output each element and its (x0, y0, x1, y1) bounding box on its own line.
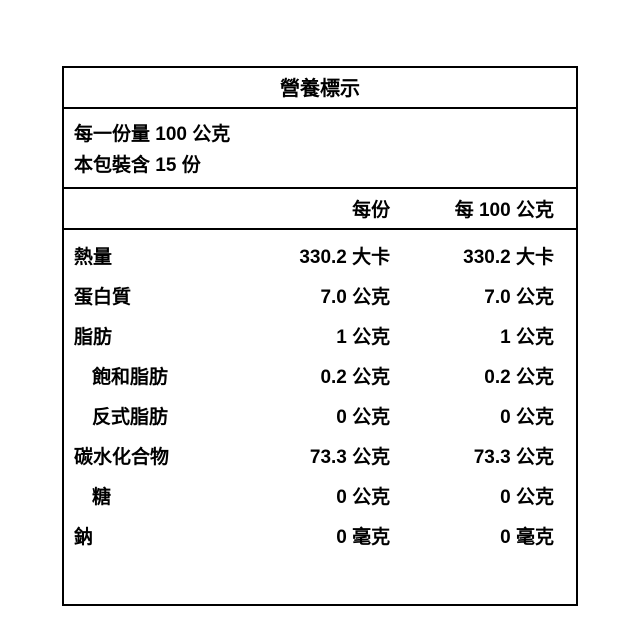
table-row: 飽和脂肪0.2 公克0.2 公克 (64, 358, 576, 398)
per-100g-value: 0 毫克 (412, 518, 576, 558)
panel-title: 營養標示 (64, 68, 576, 109)
per-100g-value: 0 公克 (412, 398, 576, 438)
per-100g-value: 1 公克 (412, 318, 576, 358)
serving-size-line: 每一份量 100 公克 (74, 119, 566, 146)
per-serving-value: 73.3 公克 (248, 438, 412, 478)
table-row: 蛋白質7.0 公克7.0 公克 (64, 278, 576, 318)
table-body: 熱量330.2 大卡330.2 大卡蛋白質7.0 公克7.0 公克脂肪1 公克1… (64, 230, 576, 558)
per-serving-value: 0 公克 (248, 478, 412, 518)
table-row: 鈉0 毫克0 毫克 (64, 518, 576, 558)
per-serving-value: 7.0 公克 (248, 278, 412, 318)
servings-per-pack-line: 本包裝含 15 份 (74, 150, 566, 177)
per-serving-value: 0.2 公克 (248, 358, 412, 398)
table-row: 糖0 公克0 公克 (64, 478, 576, 518)
nutrient-label: 反式脂肪 (64, 398, 248, 438)
table-row: 反式脂肪0 公克0 公克 (64, 398, 576, 438)
table-header: 每份 每 100 公克 (64, 189, 576, 230)
per-serving-value: 0 公克 (248, 398, 412, 438)
header-name (64, 195, 248, 222)
per-100g-value: 7.0 公克 (412, 278, 576, 318)
per-100g-value: 73.3 公克 (412, 438, 576, 478)
meta-block: 每一份量 100 公克 本包裝含 15 份 (64, 109, 576, 189)
per-100g-value: 0 公克 (412, 478, 576, 518)
table-row: 碳水化合物73.3 公克73.3 公克 (64, 438, 576, 478)
nutrient-label: 鈉 (64, 518, 248, 558)
nutrient-label: 蛋白質 (64, 278, 248, 318)
nutrient-label: 飽和脂肪 (64, 358, 248, 398)
header-per-serving: 每份 (248, 195, 412, 222)
nutrient-label: 糖 (64, 478, 248, 518)
per-serving-value: 1 公克 (248, 318, 412, 358)
per-serving-value: 330.2 大卡 (248, 238, 412, 278)
per-100g-value: 330.2 大卡 (412, 238, 576, 278)
nutrient-label: 熱量 (64, 238, 248, 278)
nutrient-label: 碳水化合物 (64, 438, 248, 478)
nutrition-panel: 營養標示 每一份量 100 公克 本包裝含 15 份 每份 每 100 公克 熱… (62, 66, 578, 606)
per-100g-value: 0.2 公克 (412, 358, 576, 398)
table-row: 脂肪1 公克1 公克 (64, 318, 576, 358)
nutrient-label: 脂肪 (64, 318, 248, 358)
per-serving-value: 0 毫克 (248, 518, 412, 558)
table-row: 熱量330.2 大卡330.2 大卡 (64, 238, 576, 278)
header-per-100g: 每 100 公克 (412, 195, 576, 222)
